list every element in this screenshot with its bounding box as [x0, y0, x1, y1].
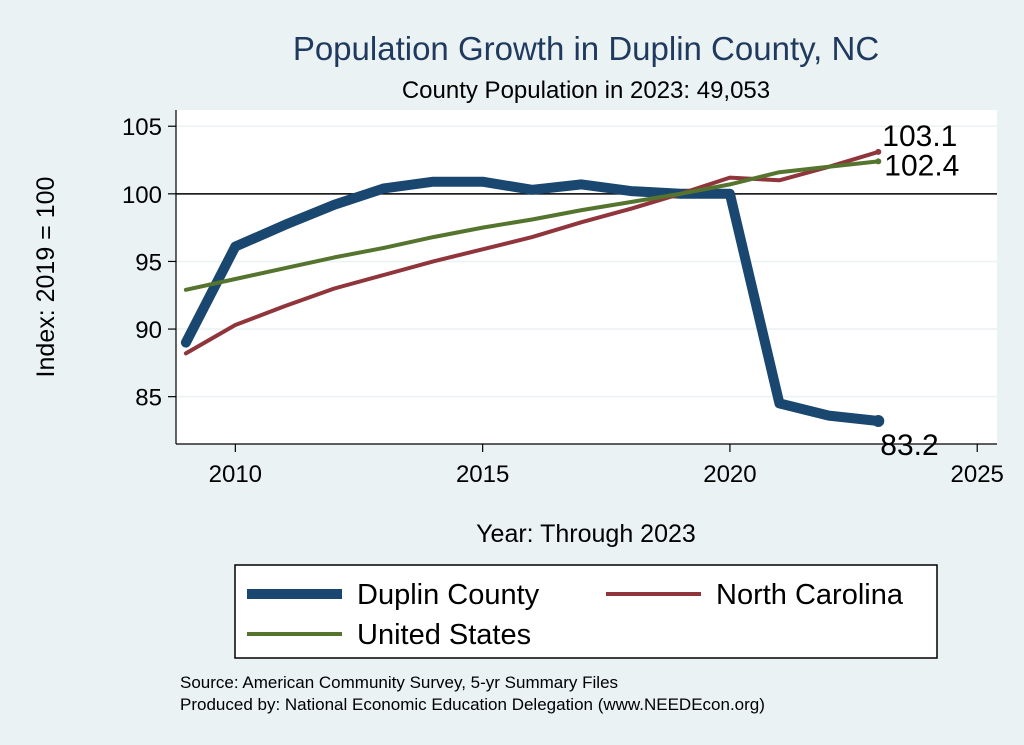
x-axis-title: Year: Through 2023: [476, 520, 696, 548]
series-line-united-states: [183, 159, 881, 292]
axes: 85 90 95 100 105 2010 2015 2020 2025: [122, 110, 1004, 488]
y-axis-title: Index: 2019 = 100: [32, 177, 60, 378]
series-line-north-carolina: [183, 149, 881, 356]
legend-label-0: Duplin County: [357, 579, 540, 611]
series-line-duplin-county: [180, 176, 884, 426]
x-tick-label-2015: 2015: [456, 461, 509, 488]
y-tick-label-95: 95: [135, 249, 162, 276]
y-tick-label-85: 85: [135, 385, 162, 412]
produced-by-line: Produced by: National Economic Education…: [180, 695, 765, 714]
series-endpoint-2: [875, 158, 882, 165]
end-label-1: 103.1: [882, 120, 957, 153]
y-tick-label-100: 100: [122, 182, 162, 209]
chart-title: Population Growth in Duplin County, NC: [293, 30, 879, 67]
legend-label-2: United States: [357, 619, 531, 651]
y-tick-label-105: 105: [122, 114, 162, 141]
y-tick-label-90: 90: [135, 317, 162, 344]
series-endpoint-1: [875, 148, 882, 155]
legend-box: [234, 564, 938, 659]
x-tick-label-2020: 2020: [703, 461, 756, 488]
x-tick-label-2025: 2025: [951, 461, 1004, 488]
chart-subtitle: County Population in 2023: 49,053: [402, 77, 770, 104]
source-line: Source: American Community Survey, 5-yr …: [180, 673, 618, 692]
series-layer: [180, 148, 885, 428]
end-label-0: 83.2: [880, 429, 938, 462]
legend-label-1: North Carolina: [716, 579, 904, 611]
plot-area: [176, 110, 997, 444]
x-tick-label-2010: 2010: [209, 461, 262, 488]
series-endpoint-0: [872, 415, 885, 428]
legend: Duplin County North Carolina United States: [234, 564, 938, 659]
end-label-2: 102.4: [884, 149, 959, 182]
